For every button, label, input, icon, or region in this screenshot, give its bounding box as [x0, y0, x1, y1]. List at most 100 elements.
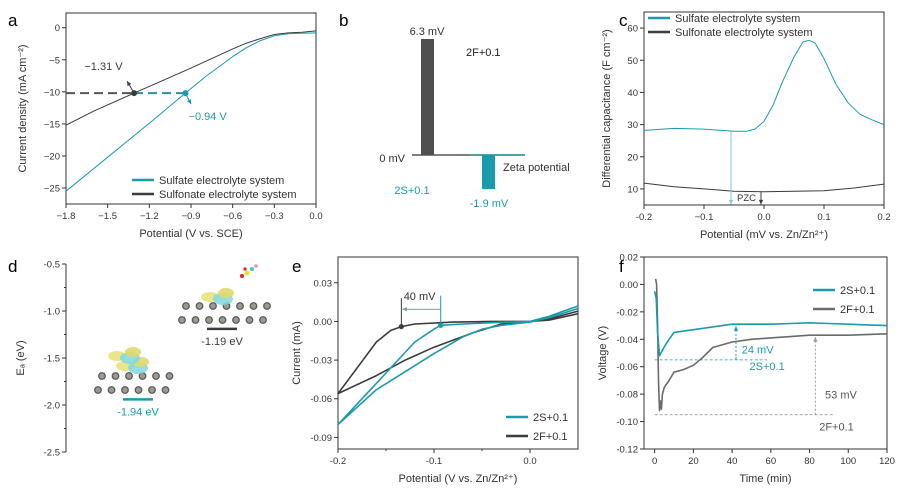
x-tick-label: 60 — [766, 456, 777, 467]
zinc-slab-atom — [205, 316, 213, 324]
series-line-sulfate-electrolyte-system — [65, 32, 317, 192]
sulfonate-atom — [240, 274, 244, 278]
overpotential-arrow-head — [402, 307, 407, 312]
y-tick-label: 0 — [55, 23, 60, 34]
panel-label: a — [8, 11, 18, 30]
annotation-label: −1.31 V — [84, 61, 123, 73]
panel-label: b — [339, 11, 348, 30]
zinc-slab-atom — [94, 386, 102, 394]
y-tick-label: 30 — [627, 120, 638, 131]
zinc-slab-atom — [249, 302, 258, 310]
series-line-2f-0-1 — [654, 278, 888, 412]
y-tick-label: -0.04 — [616, 335, 638, 346]
zinc-slab-atom — [209, 302, 217, 310]
bar-value-label: 6.3 mV — [410, 26, 446, 38]
x-tick-label: 20 — [688, 456, 699, 467]
zinc-slab-atom — [191, 316, 200, 324]
x-tick-label: 100 — [840, 456, 856, 467]
x-axis-label: Time (min) — [739, 473, 791, 485]
x-tick-label: −0.9 — [182, 211, 201, 222]
energy-level-label: -1.94 eV — [117, 406, 159, 418]
legend-label: 2F+0.1 — [533, 431, 568, 443]
zinc-slab-atom — [182, 302, 190, 310]
y-tick-label: -0.10 — [616, 417, 638, 428]
x-tick-label: 0.0 — [523, 456, 536, 467]
y-tick-label: -2.0 — [44, 401, 60, 412]
energy-level-label: -1.19 eV — [201, 336, 243, 348]
zinc-slab-atom — [125, 372, 133, 380]
zinc-slab-atom — [111, 372, 120, 380]
annotation-arrow-head — [187, 99, 191, 105]
panel-label: f — [619, 257, 624, 276]
y-tick-label: 60 — [627, 24, 638, 35]
series-line-2f-0-1 — [337, 310, 579, 395]
y-axis-label: Eₐ (eV) — [15, 340, 27, 375]
y-tick-label: 0.03 — [314, 278, 333, 289]
x-tick-label: -0.1 — [426, 456, 442, 467]
y-tick-label: -0.08 — [616, 390, 638, 401]
annotation-label: 53 mV — [825, 389, 857, 401]
x-tick-label: −0.6 — [223, 211, 242, 222]
pzc-arrow-head — [728, 199, 734, 205]
zinc-slab-atom — [98, 372, 106, 380]
bar-2f — [421, 39, 434, 155]
sulfonate-atom — [250, 267, 254, 271]
x-tick-label: −1.8 — [57, 211, 76, 222]
x-tick-label: −0.3 — [265, 211, 284, 222]
zinc-slab-atom — [259, 316, 267, 324]
category-label: 2S+0.1 — [394, 185, 429, 197]
y-axis-label: Differential capacitance (F cm⁻²) — [601, 29, 613, 187]
charge-density-blob — [125, 347, 141, 357]
nucleation-point — [398, 323, 404, 330]
y-tick-label: −10 — [44, 87, 60, 98]
y-tick-label: −25 — [44, 183, 60, 194]
chart-title: Zeta potential — [503, 162, 570, 174]
y-tick-label: 10 — [627, 184, 638, 195]
y-axis-label: Current density (mA cm⁻²) — [17, 44, 29, 172]
sulfonate-atom — [243, 267, 247, 271]
pzc-label: PZC — [737, 193, 756, 204]
sulfonate-atom — [244, 270, 250, 276]
y-tick-label: -0.5 — [44, 260, 60, 271]
zinc-slab-atom — [165, 372, 174, 380]
y-tick-label: -1.0 — [44, 307, 60, 318]
y-tick-label: 40 — [627, 88, 638, 99]
y-tick-label: -0.12 — [616, 445, 638, 456]
y-axis-label: Voltage (V) — [597, 326, 609, 380]
y-tick-label: -1.5 — [44, 354, 60, 365]
x-tick-label: -0.2 — [636, 212, 652, 223]
zinc-slab-atom — [232, 316, 240, 324]
annotation-label: 2F+0.1 — [819, 421, 854, 433]
y-tick-label: −5 — [49, 55, 60, 66]
y-tick-label: -0.02 — [616, 307, 638, 318]
y-tick-label: -0.09 — [310, 433, 332, 444]
difference-arrow-head — [813, 337, 818, 342]
x-axis-label: Potential (V vs. SCE) — [139, 228, 242, 240]
x-axis-label: Potential (V vs. Zn/Zn²⁺) — [399, 473, 518, 485]
annotation-label: 24 mV — [742, 345, 774, 357]
annotation-label: −0.94 V — [189, 111, 228, 123]
sulfonate-atom — [254, 264, 258, 268]
y-axis-label: Current (mA) — [291, 321, 303, 385]
y-tick-label: 50 — [627, 56, 638, 67]
zinc-slab-atom — [178, 316, 186, 324]
series-line-2s-0-1 — [337, 305, 579, 426]
x-tick-label: 0.1 — [817, 212, 830, 223]
y-tick-label: 0.02 — [620, 253, 639, 264]
x-tick-label: 0 — [652, 456, 657, 467]
x-tick-label: 80 — [804, 456, 815, 467]
zinc-slab-atom — [152, 372, 160, 380]
charge-density-blob — [218, 288, 234, 298]
y-tick-label: 0.00 — [620, 280, 639, 291]
difference-arrow-head — [733, 326, 739, 331]
plot-frame — [643, 11, 885, 206]
plot-frame — [643, 256, 888, 450]
y-tick-label: -2.5 — [44, 448, 60, 459]
legend-label: 2S+0.1 — [840, 285, 875, 297]
legend-label: 2S+0.1 — [533, 412, 568, 424]
zinc-slab-atom — [161, 386, 170, 394]
x-tick-label: -0.2 — [330, 456, 346, 467]
annotation-label: 40 mV — [404, 291, 436, 303]
nucleation-point — [438, 322, 444, 328]
